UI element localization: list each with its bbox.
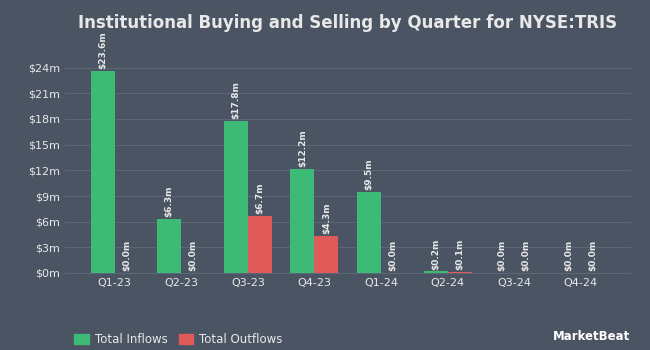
Bar [424,271,448,273]
Bar [315,236,339,273]
Text: $9.5m: $9.5m [365,159,374,190]
Text: $0.0m: $0.0m [588,240,597,271]
Title: Institutional Buying and Selling by Quarter for NYSE:TRIS: Institutional Buying and Selling by Quar… [78,14,618,32]
Bar [357,192,381,273]
Bar [248,216,272,273]
Bar [224,121,248,273]
Text: $0.0m: $0.0m [522,240,530,271]
Text: $6.7m: $6.7m [255,182,265,214]
Text: $0.0m: $0.0m [389,240,398,271]
Legend: Total Inflows, Total Outflows: Total Inflows, Total Outflows [71,330,286,350]
Text: $4.3m: $4.3m [322,203,331,235]
Text: $0.2m: $0.2m [431,238,440,270]
Bar [448,272,472,273]
Text: $0.0m: $0.0m [564,240,573,271]
Text: $0.0m: $0.0m [498,240,507,271]
Text: $0.0m: $0.0m [122,240,131,271]
Text: MarketBeat: MarketBeat [553,330,630,343]
Text: $17.8m: $17.8m [231,81,240,119]
Text: $23.6m: $23.6m [98,32,107,69]
Text: $0.1m: $0.1m [455,239,464,271]
Text: $0.0m: $0.0m [188,240,198,271]
Text: $6.3m: $6.3m [165,186,174,217]
Text: $12.2m: $12.2m [298,129,307,167]
Bar [291,169,315,273]
Bar [157,219,181,273]
Bar [91,71,114,273]
